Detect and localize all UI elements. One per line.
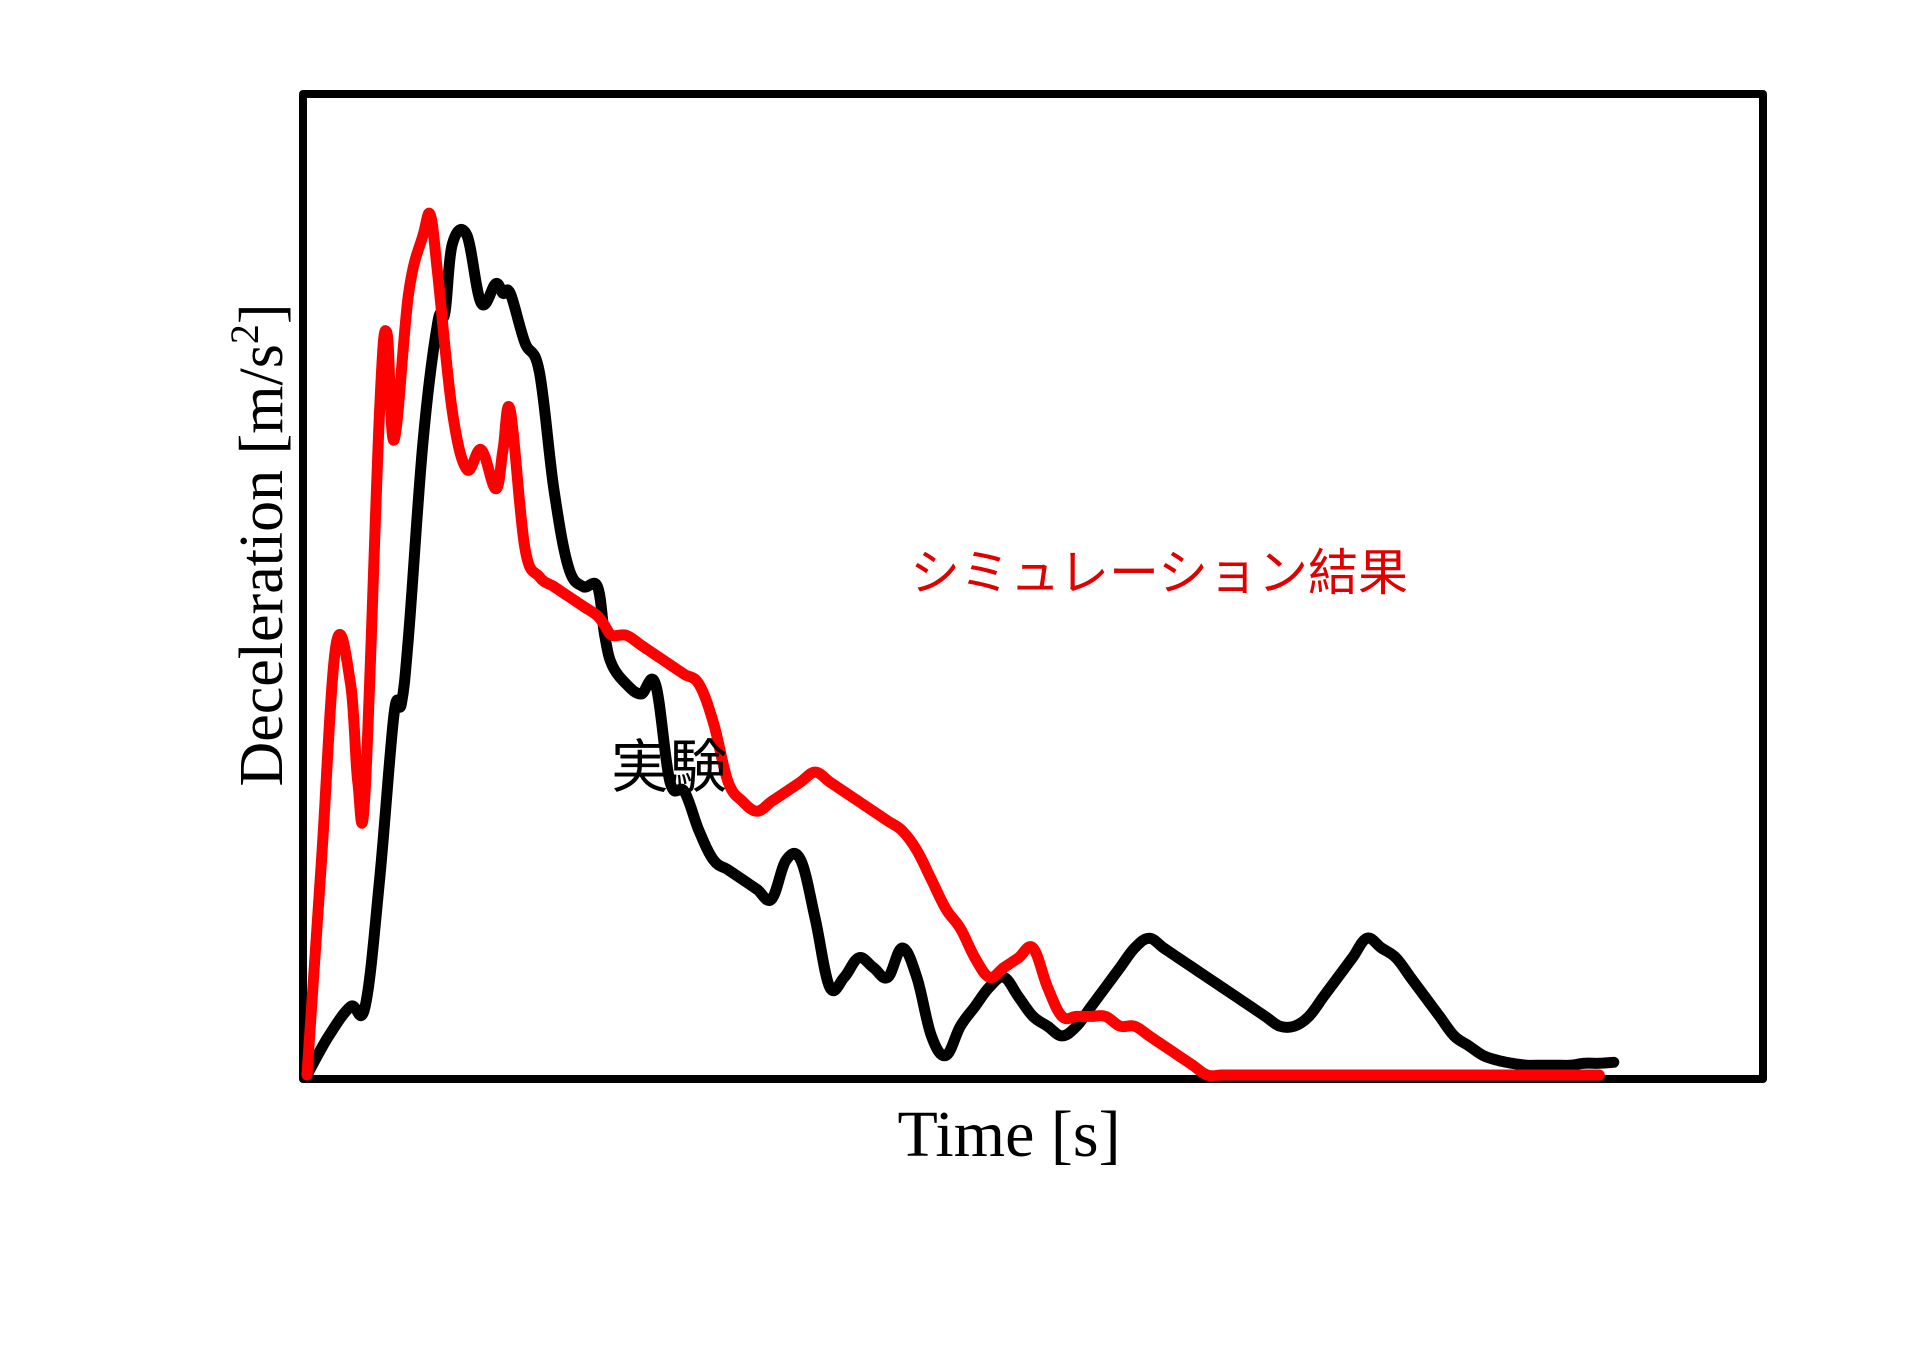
y-axis-label-suffix: ] [228, 303, 296, 324]
y-axis-label: Deceleration [m/s2] [222, 303, 296, 786]
x-axis-label: Time [s] [897, 1098, 1120, 1171]
y-axis-label-superscript: 2 [222, 324, 267, 344]
y-axis-label-main: Deceleration [m/s [228, 344, 296, 786]
series-line-1 [301, 224, 1620, 1081]
simulation-annotation: シミュレーション結果 [910, 544, 1408, 602]
series-line-2 [301, 207, 1605, 1082]
series-layer [301, 207, 1620, 1082]
experiment-annotation: 実験 [611, 733, 727, 801]
plot-frame [299, 90, 1767, 1083]
